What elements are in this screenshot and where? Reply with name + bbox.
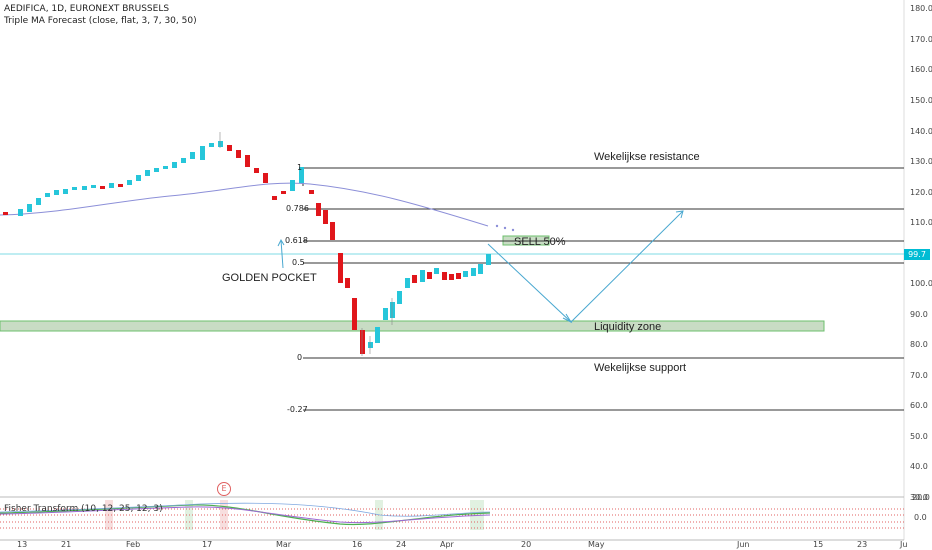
current-price-tag: 99.7 <box>904 249 930 260</box>
price-tick: 90.0 <box>910 310 928 319</box>
time-tick: 15 <box>813 540 824 549</box>
time-tick: 24 <box>396 540 407 549</box>
fisher-transform-pane <box>0 500 904 541</box>
fib-label-0: 0 <box>297 353 303 362</box>
price-tick: 150.0 <box>910 96 932 105</box>
time-tick: Ju <box>900 540 908 549</box>
resistance-label[interactable]: Wekelijkse resistance <box>594 151 700 163</box>
chart-symbol-title: AEDIFICA, 1D, EURONEXT BRUSSELS <box>4 4 170 14</box>
earnings-badge-icon[interactable]: E <box>217 482 231 496</box>
fib-label-neg027: -0.27 <box>287 405 308 414</box>
forecast-path <box>277 210 684 324</box>
price-tick: 70.0 <box>910 371 928 380</box>
fisher-tick: 0.0 <box>914 513 927 522</box>
price-tick: 110.0 <box>910 218 932 227</box>
time-tick: 13 <box>17 540 28 549</box>
price-tick: 30.0 <box>910 493 928 502</box>
price-tick: 140.0 <box>910 127 932 136</box>
fib-label-1: 1 <box>297 163 303 172</box>
time-tick: Apr <box>440 540 454 549</box>
time-tick: May <box>588 540 605 549</box>
price-tick: 180.0 <box>910 4 932 13</box>
fib-label-0786: 0.786 <box>286 204 309 213</box>
time-tick: 23 <box>857 540 868 549</box>
price-tick: 20.0 <box>912 493 930 502</box>
price-tick: 50.0 <box>910 432 928 441</box>
time-tick: 16 <box>352 540 363 549</box>
price-tick: 100.0 <box>910 279 932 288</box>
ma-forecast-dot <box>503 226 507 230</box>
price-tick: 40.0 <box>910 462 928 471</box>
sell-label[interactable]: SELL 50% <box>514 236 566 248</box>
time-tick: 21 <box>61 540 72 549</box>
fib-label-0618: 0.618 <box>285 236 308 245</box>
support-label[interactable]: Wekelijkse support <box>594 362 687 374</box>
golden-pocket-label[interactable]: GOLDEN POCKET <box>222 272 317 284</box>
time-tick: Jun <box>737 540 750 549</box>
fib-label-05: 0.5 <box>292 258 305 267</box>
price-tick: 130.0 <box>910 157 932 166</box>
liquidity-zone-box <box>0 320 825 332</box>
ma-forecast-dot <box>495 224 499 228</box>
time-tick: Mar <box>276 540 292 549</box>
candlesticks <box>3 132 491 356</box>
price-tick: 170.0 <box>910 35 932 44</box>
liquidity-zone-label[interactable]: Liquidity zone <box>594 321 662 333</box>
fisher-transform-label: Fisher Transform (10, 12, 25, 12, 3) <box>4 504 163 514</box>
ma-forecast-dot <box>511 228 515 232</box>
time-tick: 17 <box>202 540 213 549</box>
price-tick: 80.0 <box>910 340 928 349</box>
price-tick: 160.0 <box>910 65 932 74</box>
time-tick: 20 <box>521 540 532 549</box>
time-tick: Feb <box>126 540 141 549</box>
moving-average-line <box>0 182 489 227</box>
price-tick: 60.0 <box>910 401 928 410</box>
indicator-title: Triple MA Forecast (close, flat, 3, 7, 3… <box>4 16 197 26</box>
price-tick: 120.0 <box>910 188 932 197</box>
